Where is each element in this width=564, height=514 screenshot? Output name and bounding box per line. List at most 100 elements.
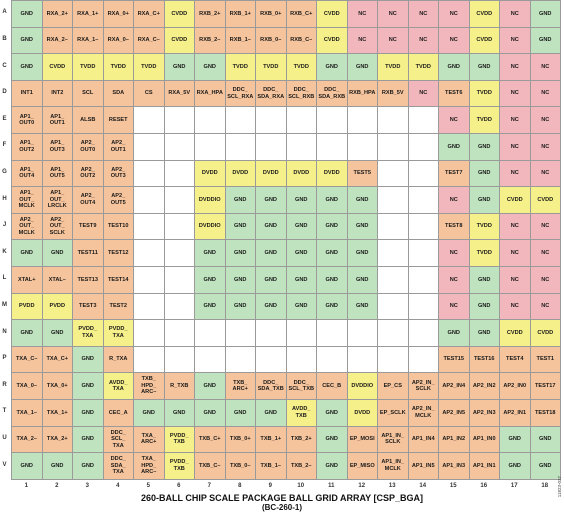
ball-cell: TVDD bbox=[468, 106, 500, 134]
ball-cell bbox=[377, 292, 409, 321]
ball-cell bbox=[407, 106, 439, 134]
ball-cell: NC bbox=[499, 79, 531, 108]
ball-cell: AVDD_ TXB bbox=[285, 399, 317, 427]
ball-cell: NC bbox=[346, 0, 378, 28]
row-label: L bbox=[2, 275, 7, 282]
ball-cell: GND bbox=[194, 239, 226, 267]
ball-cell: TEST16 bbox=[468, 345, 500, 374]
ball-cell: TEST15 bbox=[438, 345, 470, 374]
ball-cell: NC bbox=[529, 239, 561, 267]
ball-cell: TXB_C– bbox=[194, 452, 226, 480]
ball-cell bbox=[133, 186, 165, 214]
ball-cell: AP1_ OUT_ MCLK bbox=[11, 186, 43, 214]
column-label: 3 bbox=[85, 482, 89, 489]
ball-cell bbox=[163, 106, 195, 134]
ball-cell: TXA_1– bbox=[11, 399, 43, 427]
ball-cell: TVDD bbox=[407, 53, 439, 81]
ball-cell: NC bbox=[499, 133, 531, 161]
ball-cell: CEC_A bbox=[102, 399, 134, 427]
ball-cell bbox=[133, 292, 165, 321]
column-label: 8 bbox=[238, 482, 242, 489]
ball-cell: TEST17 bbox=[529, 372, 561, 400]
ball-cell: GND bbox=[438, 319, 470, 347]
ball-cell: GND bbox=[468, 186, 500, 214]
ball-cell bbox=[133, 345, 165, 374]
ball-cell: AP1_IN0 bbox=[468, 425, 500, 454]
ball-cell: TEST10 bbox=[102, 212, 134, 241]
ball-cell: AP2_IN_ SCLK bbox=[407, 372, 439, 400]
ball-cell: GND bbox=[194, 266, 226, 294]
ball-cell: PVDD_ TXA bbox=[72, 319, 104, 347]
ball-cell bbox=[255, 319, 287, 347]
ball-cell: TVDD bbox=[468, 212, 500, 241]
ball-cell: AP2_IN0 bbox=[499, 372, 531, 400]
ball-cell: GND bbox=[529, 452, 561, 480]
row-label: U bbox=[2, 434, 7, 441]
row-label: A bbox=[2, 9, 7, 16]
ball-cell: TXB_0– bbox=[224, 452, 256, 480]
ball-cell: SCL bbox=[72, 79, 104, 108]
ball-cell bbox=[133, 239, 165, 267]
ball-cell: RXA_HPA bbox=[194, 79, 226, 108]
ball-cell: GND bbox=[316, 186, 348, 214]
ball-cell: TEST11 bbox=[72, 239, 104, 267]
ball-cell: TVDD bbox=[468, 239, 500, 267]
ball-cell: AP1_ OUT_ LRCLK bbox=[41, 186, 73, 214]
ball-cell: NC bbox=[529, 212, 561, 241]
ball-cell: GND bbox=[316, 239, 348, 267]
ball-cell: AP1_IN1 bbox=[468, 452, 500, 480]
ball-cell: RXB_0+ bbox=[255, 0, 287, 28]
ball-cell: CVDD bbox=[529, 319, 561, 347]
ball-cell: GND bbox=[255, 239, 287, 267]
row-label: P bbox=[2, 355, 7, 362]
ball-cell: TXA_0– bbox=[11, 372, 43, 400]
ball-cell: AP2_IN2 bbox=[468, 372, 500, 400]
ball-cell: GND bbox=[224, 266, 256, 294]
ball-cell: GND bbox=[72, 372, 104, 400]
ball-cell: CVDD bbox=[163, 26, 195, 55]
ball-cell: DDC_ SDA_TXB bbox=[255, 372, 287, 400]
ball-cell: AP2_ OUT1 bbox=[102, 133, 134, 161]
ball-cell: GND bbox=[41, 319, 73, 347]
ball-cell: TEST6 bbox=[438, 79, 470, 108]
row-label: N bbox=[2, 328, 7, 335]
ball-cell: NC bbox=[407, 79, 439, 108]
ball-cell: GND bbox=[255, 266, 287, 294]
ball-cell: DVDD bbox=[285, 159, 317, 188]
ball-cell bbox=[163, 133, 195, 161]
ball-cell: DDC_ SCL_ TXA bbox=[102, 425, 134, 454]
ball-cell: RXB_1– bbox=[224, 26, 256, 55]
ball-cell: NC bbox=[377, 0, 409, 28]
ball-cell: RXB_1+ bbox=[224, 0, 256, 28]
ball-cell: AP2_ OUT3 bbox=[102, 159, 134, 188]
ball-cell: GND bbox=[346, 186, 378, 214]
ball-cell: TXB_ ARC+ bbox=[224, 372, 256, 400]
ball-cell: GND bbox=[438, 133, 470, 161]
row-label: D bbox=[2, 89, 7, 96]
ball-cell: GND bbox=[285, 186, 317, 214]
ball-cell: AP1_ OUT2 bbox=[11, 133, 43, 161]
ball-cell: GND bbox=[468, 159, 500, 188]
ball-cell: AP1_ OUT1 bbox=[41, 106, 73, 134]
ball-cell bbox=[316, 106, 348, 134]
ball-cell bbox=[407, 319, 439, 347]
ball-cell bbox=[194, 106, 226, 134]
ball-cell: GND bbox=[285, 239, 317, 267]
ball-cell: AP1_IN5 bbox=[407, 452, 439, 480]
ball-cell: CVDD bbox=[468, 26, 500, 55]
ball-cell: GND bbox=[11, 319, 43, 347]
ball-cell: GND bbox=[41, 452, 73, 480]
ball-cell: TXB_0+ bbox=[224, 425, 256, 454]
ball-cell bbox=[377, 133, 409, 161]
row-label: T bbox=[2, 408, 7, 415]
ball-cell: RXA_2+ bbox=[41, 0, 73, 28]
ball-cell bbox=[224, 345, 256, 374]
ball-cell: AP1_ OUT0 bbox=[11, 106, 43, 134]
ball-cell: DDC_ SCL_RXB bbox=[285, 79, 317, 108]
ball-cell bbox=[163, 292, 195, 321]
ball-cell bbox=[407, 239, 439, 267]
ball-cell: NC bbox=[529, 159, 561, 188]
ball-cell bbox=[163, 319, 195, 347]
ball-cell: NC bbox=[529, 266, 561, 294]
